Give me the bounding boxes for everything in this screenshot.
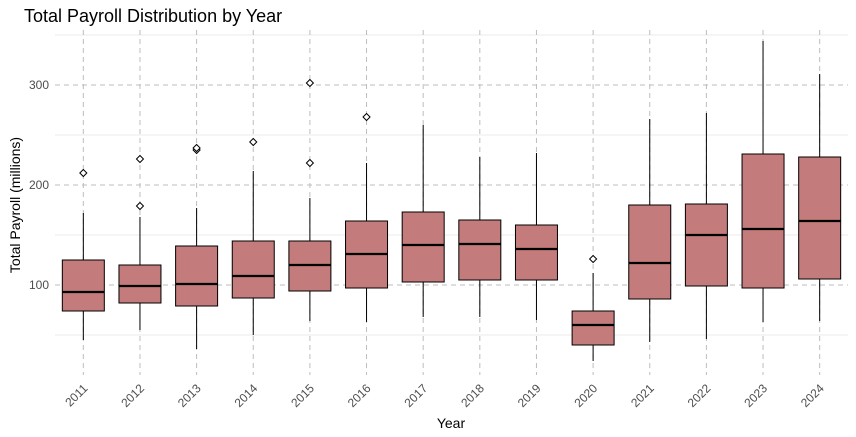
outlier-2020-0: [588, 254, 598, 264]
box-2023: [741, 41, 785, 322]
outlier-2011-0: [79, 168, 88, 178]
box-2022: [684, 113, 728, 339]
y-tick-label-100: 100: [29, 278, 49, 292]
x-tick-label-2021: 2021: [628, 381, 657, 410]
box-2015: [288, 78, 332, 321]
x-tick-label-2015: 2015: [288, 381, 317, 410]
box-2017: [401, 125, 445, 317]
outlier-2012-1: [135, 154, 145, 164]
x-tick-label-2024: 2024: [798, 381, 827, 410]
x-tick-label-2012: 2012: [118, 381, 147, 410]
x-tick-label-2013: 2013: [175, 381, 204, 410]
iqr-box-2020: [571, 310, 615, 346]
x-tick-label-2018: 2018: [458, 381, 487, 410]
box-2020: [571, 254, 615, 361]
outlier-2016-0: [362, 112, 371, 122]
iqr-box-2021: [628, 204, 672, 300]
iqr-box-2018: [458, 219, 502, 281]
y-tick-labels: 100 200 300: [29, 78, 49, 292]
box-2021: [628, 119, 672, 342]
x-tick-label-2016: 2016: [345, 381, 374, 410]
iqr-box-2024: [798, 156, 842, 280]
outlier-2015-1: [305, 78, 315, 88]
x-tick-label-2014: 2014: [232, 381, 261, 410]
box-2014: [231, 137, 275, 335]
x-tick-labels: 2011 2012 2013 2014 2015 2016 2017 2018 2019 2020…: [62, 381, 827, 410]
iqr-box-2013: [175, 245, 219, 307]
chart-title: Total Payroll Distribution by Year: [24, 6, 282, 26]
outlier-2015-0: [305, 158, 315, 168]
box-2018: [458, 157, 502, 317]
y-tick-label-200: 200: [29, 178, 49, 192]
box-2013: [175, 143, 219, 349]
grid-layer: [55, 30, 848, 375]
x-tick-label-2020: 2020: [571, 381, 600, 410]
iqr-box-2012: [118, 264, 162, 304]
x-tick-label-2011: 2011: [62, 381, 90, 409]
x-tick-label-2017: 2017: [402, 381, 431, 410]
iqr-box-2022: [684, 203, 728, 287]
box-2016: [345, 112, 389, 322]
x-axis-title: Year: [437, 415, 466, 431]
box-2012: [118, 154, 162, 330]
box-layer: [61, 41, 842, 361]
outlier-2014-0: [249, 137, 258, 147]
y-axis-title: Total Payroll (millions): [7, 137, 23, 273]
iqr-box-2019: [514, 224, 558, 281]
box-2019: [514, 153, 558, 320]
y-tick-label-300: 300: [29, 78, 49, 92]
x-tick-label-2023: 2023: [741, 381, 770, 410]
box-2011: [61, 168, 105, 340]
outlier-2013-1: [192, 143, 201, 153]
iqr-box-2023: [741, 153, 785, 289]
iqr-box-2011: [61, 259, 105, 312]
x-tick-label-2019: 2019: [515, 381, 544, 410]
x-tick-label-2022: 2022: [685, 381, 714, 410]
iqr-box-2017: [401, 211, 445, 283]
box-2024: [798, 74, 842, 321]
outlier-2012-0: [135, 201, 145, 211]
iqr-box-2014: [231, 240, 275, 299]
